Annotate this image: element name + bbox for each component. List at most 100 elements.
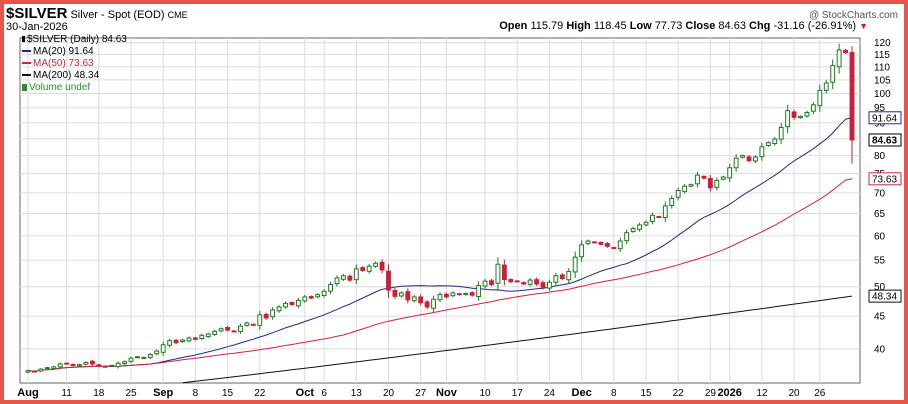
candle-body [791, 111, 797, 118]
candle-body [669, 198, 675, 207]
quote-close: 84.63 [718, 20, 746, 32]
candle-body [849, 52, 855, 141]
candle-body [102, 365, 108, 368]
candlesticks [25, 43, 855, 374]
candle-body [315, 294, 321, 298]
line-swatch-icon [22, 62, 31, 65]
candle-body [630, 228, 636, 232]
ma20-tag-box [868, 111, 902, 125]
candle-body [714, 179, 720, 188]
legend-ma50: MA(50) 73.63 [22, 58, 94, 69]
y-tick-label: 105 [874, 75, 891, 86]
x-tick-label: Sep [153, 387, 173, 399]
candle-body [495, 263, 501, 284]
candle-body [688, 184, 694, 187]
candle-body [604, 243, 610, 247]
candle-body [836, 49, 842, 68]
line-swatch-icon [22, 50, 31, 53]
ma20-line [27, 117, 853, 372]
candle-body [341, 275, 346, 280]
candle-body [611, 247, 617, 250]
y-tick-label: 100 [874, 89, 891, 100]
last-price-tag-box [868, 133, 902, 147]
x-axis: Aug 11 18 25 Sep 8 15 22 Oct 6 13 20 27 Nov 10 17 24 Dec 8… [17, 387, 826, 399]
candle-body [257, 314, 263, 326]
candle-body [347, 275, 353, 281]
candle-body [360, 267, 366, 271]
candle-body [289, 302, 295, 306]
candle-body [135, 356, 140, 359]
candle-body [141, 356, 147, 359]
candle-body [244, 322, 250, 326]
x-tick-label: 8 [193, 388, 199, 399]
candle-body [778, 127, 784, 140]
candle-body [225, 327, 230, 331]
candle-body [830, 65, 836, 83]
y-tick-label: 40 [874, 344, 886, 355]
candle-body [96, 364, 102, 367]
candle-body [379, 261, 385, 271]
y-tick-label: 50 [874, 282, 886, 293]
x-tick-label: Aug [17, 387, 38, 399]
x-tick-label: 18 [93, 388, 105, 399]
legend-title: $SILVER (Daily) 84.63 [22, 34, 127, 45]
candle-body [276, 306, 282, 312]
x-tick-label: 20 [789, 388, 801, 399]
y-tick-label: 70 [874, 188, 886, 199]
candle-body [308, 296, 314, 299]
y-tick-label: 95 [874, 103, 886, 114]
price-tags: 91.64 84.63 73.63 48.34 [868, 111, 902, 303]
candle-body [559, 274, 565, 279]
candle-body [707, 178, 713, 189]
candle-body [598, 241, 604, 245]
candle-body [57, 363, 63, 368]
candle-body [192, 337, 198, 340]
candle-body [656, 216, 662, 219]
plot-area [19, 37, 861, 384]
line-swatch-icon [22, 74, 31, 77]
candle-body [64, 362, 70, 365]
ma50-tag-box [868, 172, 902, 186]
candle-body [186, 337, 192, 342]
candle-body [765, 142, 771, 146]
candle-body [514, 280, 520, 283]
candle-body [212, 330, 218, 335]
candle-body [89, 360, 95, 365]
candle-body [431, 298, 436, 309]
candle-body [637, 224, 642, 230]
candle-body [508, 279, 514, 283]
legend-volume: Volume undef [22, 82, 90, 93]
moving-average-lines [27, 117, 853, 384]
candle-body [398, 292, 404, 297]
candle-body [205, 333, 211, 338]
chart-title: $SILVER Silver - Spot (EOD) CME [6, 5, 188, 22]
candle-body [77, 364, 82, 367]
quote-change: -31.16 (-26.91%) [773, 20, 857, 32]
chart-frame: $SILVER Silver - Spot (EOD) CME 30-Jan-2… [4, 4, 904, 400]
candle-body [572, 256, 578, 273]
x-tick-label: Oct [296, 387, 315, 399]
candle-body [122, 361, 127, 365]
candle-body [469, 292, 475, 296]
ma20-tag: 91.64 [872, 113, 897, 124]
candle-body [534, 279, 539, 285]
x-tick-label: 24 [544, 388, 556, 399]
candle-body [302, 296, 308, 302]
candle-body [70, 363, 76, 366]
candle-body [154, 350, 160, 355]
x-tick-label: 22 [254, 388, 266, 399]
candle-body [173, 339, 179, 344]
y-tick-label: 60 [874, 231, 886, 242]
price-chart: 404550556065707580859095100105110115120 … [17, 10, 902, 399]
candle-body [759, 146, 765, 158]
x-tick-label: 10 [480, 388, 492, 399]
x-tick-label: 27 [415, 388, 427, 399]
candle-body [489, 280, 494, 285]
x-tick-label: 25 [125, 388, 137, 399]
x-tick-label: 29 [705, 388, 717, 399]
candle-body [83, 362, 89, 365]
ticker-description: Silver - Spot (EOD) [70, 9, 165, 21]
candle-body [662, 205, 668, 218]
quote-open: 115.79 [530, 20, 564, 32]
candle-body [283, 302, 288, 308]
